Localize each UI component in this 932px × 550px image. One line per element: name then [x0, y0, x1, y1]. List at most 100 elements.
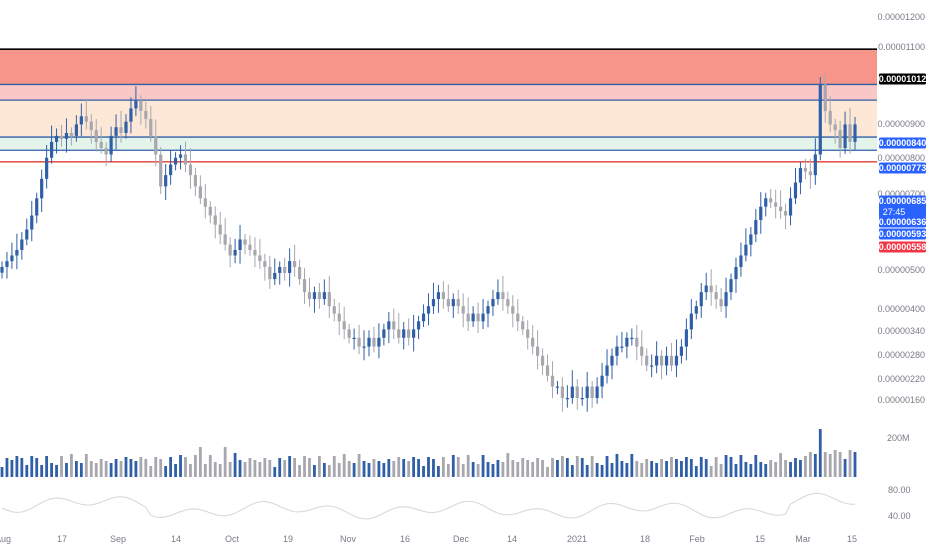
candle-body-132: [655, 355, 659, 366]
price-tag-5: 0.00000593: [879, 229, 927, 239]
candle-body-40: [198, 186, 202, 199]
candle-body-96: [476, 313, 480, 322]
volume-bar-135: [670, 457, 673, 477]
volume-bar-139: [689, 459, 693, 477]
price-axis[interactable]: 0.00001200 0.00001100 0.00000900 0.00000800…: [877, 12, 925, 405]
time-tick-10: 2021: [567, 534, 587, 544]
price-tag-bg-0: [879, 73, 926, 85]
candle-body-133: [659, 355, 664, 366]
candle-body-32: [159, 154, 163, 187]
candle-body-6: [30, 215, 34, 230]
time-tick-4: Oct: [225, 534, 240, 544]
candle-body-102: [506, 299, 510, 307]
volume-bar-20: [99, 459, 103, 477]
price-tag-0: 0.00001012: [879, 74, 927, 84]
volume-bar-150: [744, 462, 748, 477]
candle-body-66: [327, 292, 331, 307]
volume-bar-163: [808, 452, 812, 477]
volume-bar-1: [5, 458, 9, 477]
candle-body-14: [69, 132, 74, 136]
volume-bar-46: [228, 462, 232, 477]
time-tick-0: Aug: [0, 534, 11, 544]
volume-bar-124: [615, 454, 619, 477]
candle-body-120: [595, 386, 599, 398]
candle-body-55: [273, 272, 277, 280]
candle-body-5: [25, 229, 29, 240]
volume-bar-134: [665, 461, 668, 477]
candle-body-171: [848, 124, 852, 142]
candle-body-165: [818, 84, 822, 155]
candle-body-3: [15, 249, 19, 256]
candle-body-136: [674, 355, 679, 366]
candle-body-68: [337, 313, 341, 322]
volume-bar-31: [154, 457, 158, 477]
candle-body-45: [223, 234, 227, 245]
candle-body-103: [511, 306, 515, 314]
candle-body-170: [843, 124, 847, 149]
candle-body-116: [575, 386, 579, 398]
candle-body-126: [625, 337, 629, 347]
volume-bar-132: [655, 463, 659, 477]
candle-body-30: [149, 118, 153, 136]
candle-body-76: [377, 337, 381, 347]
candle-body-125: [620, 346, 624, 348]
candle-body-91: [451, 299, 455, 307]
volume-bar-157: [779, 453, 783, 477]
volume-bar-81: [402, 459, 406, 477]
candle-body-82: [407, 329, 411, 338]
candle-body-138: [684, 329, 688, 347]
candle-body-110: [545, 365, 550, 376]
candle-body-101: [501, 292, 505, 300]
volume-bar-36: [179, 455, 182, 477]
volume-bar-11: [55, 465, 58, 477]
volume-bar-75: [372, 459, 376, 477]
candle-body-152: [754, 220, 758, 235]
volume-bar-19: [94, 463, 98, 477]
candle-body-160: [793, 182, 798, 199]
candle-body-71: [352, 337, 356, 339]
volume-bar-63: [313, 465, 316, 477]
volume-bar-122: [605, 456, 609, 477]
volume-bar-120: [595, 463, 599, 477]
volume-bar-68: [337, 463, 341, 477]
time-axis[interactable]: Aug 17 Sep 14 Oct 19 Nov 16 Dec 14 2021 18 Feb 15 Mar 1…: [0, 534, 857, 544]
candle-body-36: [178, 154, 183, 158]
volume-bar-61: [303, 456, 306, 477]
candle-body-11: [54, 135, 59, 142]
candle-body-25: [124, 121, 128, 133]
volume-bar-47: [233, 453, 237, 477]
candle-body-172: [853, 124, 857, 142]
candle-body-161: [798, 167, 803, 183]
candle-body-9: [45, 157, 49, 179]
horizontal-levels[interactable]: [0, 48, 877, 163]
price-tick-8: 0.00000280: [877, 350, 925, 360]
volume-bar-0: [0, 467, 4, 477]
candle-body-147: [729, 279, 733, 293]
volume-bar-129: [640, 463, 644, 477]
volume-bar-62: [308, 458, 311, 477]
candle-body-49: [243, 239, 247, 245]
candle-body-86: [426, 306, 431, 314]
volume-bar-95: [471, 462, 475, 477]
volume-bar-12: [60, 456, 63, 477]
price-tag-bg-6: [879, 241, 926, 253]
candle-body-69: [342, 321, 346, 330]
volume-bar-108: [536, 458, 540, 477]
candle-body-72: [357, 337, 361, 347]
volume-bar-33: [164, 466, 168, 477]
volume-bar-40: [198, 447, 202, 477]
volume-bar-126: [625, 463, 629, 477]
price-tag-6: 0.00000558: [879, 242, 927, 252]
candle-body-47: [233, 249, 237, 256]
candle-body-87: [431, 299, 436, 307]
volume-bar-84: [417, 459, 420, 477]
volume-bar-53: [263, 458, 267, 477]
candle-body-44: [218, 224, 222, 235]
candle-body-108: [536, 346, 540, 356]
time-tick-6: Nov: [340, 534, 357, 544]
volume-bar-23: [114, 459, 118, 477]
volume-bar-14: [70, 454, 73, 477]
volume-bar-168: [833, 450, 837, 477]
volume-bar-99: [491, 464, 495, 477]
